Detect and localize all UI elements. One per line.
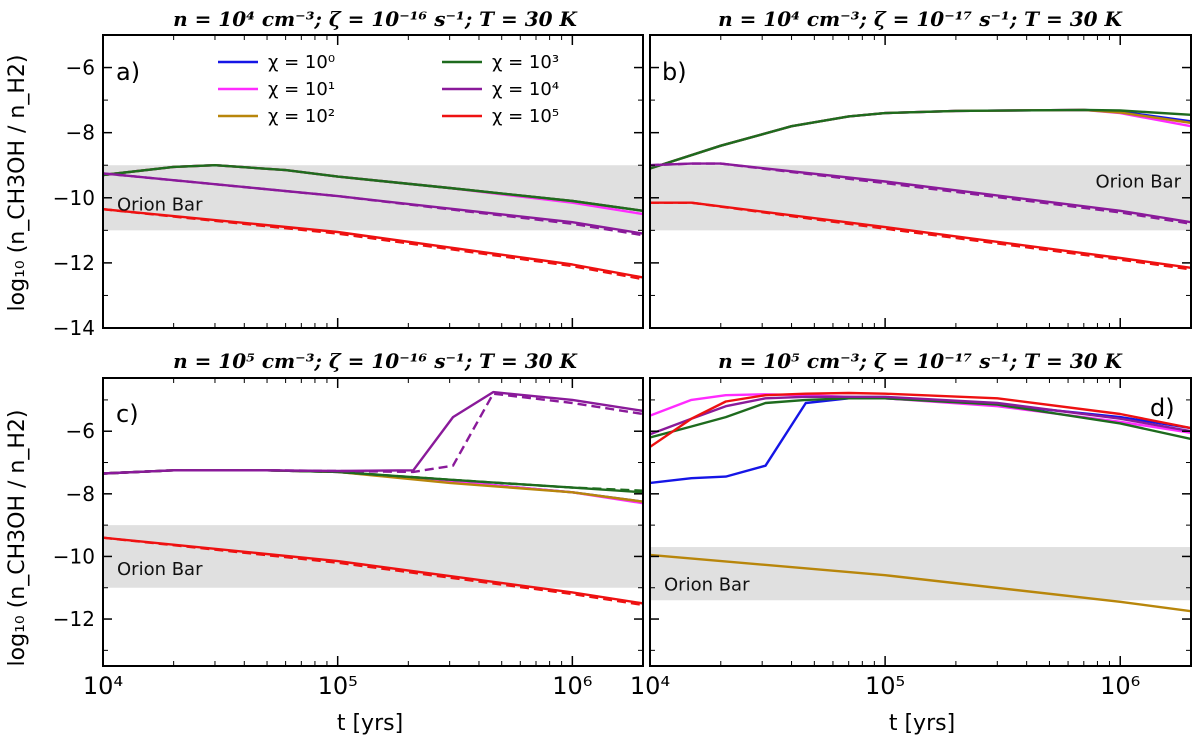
series-line-2 [650,553,1191,613]
y-tick-label: −12 [53,251,95,275]
panel-c-xlabel: t [yrs] [337,711,403,736]
series-line-3 [650,397,1191,441]
orion-bar-band [650,165,1191,231]
y-tick-label: −8 [66,121,95,145]
panel-c: n = 10⁵ cm⁻³; ζ = 10⁻¹⁶ s⁻¹; T = 30 K c)… [116,349,579,736]
band-label: Orion Bar [117,559,203,580]
orion-bar-band [103,525,643,588]
y-tick-label: −14 [53,316,95,340]
x-tick-label: 10⁴ [630,672,670,700]
series-line-5 [650,162,1191,225]
legend-label: χ = 10⁰ [268,52,335,73]
panel-b: n = 10⁴ cm⁻³; ζ = 10⁻¹⁷ s⁻¹; T = 30 K b) [662,7,1124,86]
y-tick-label: −10 [53,544,95,568]
legend-label: χ = 10¹ [268,79,335,100]
panel-c-ylabel: log₁₀ (n_CH3OH / n_H2) [5,410,30,667]
legend-label: χ = 10³ [492,52,559,73]
series-line-7 [103,208,643,281]
legend: χ = 10⁰ χ = 10³ χ = 10¹ χ = 10⁴ χ = 10² χ = 1… [218,52,559,127]
series-line-4 [650,395,1191,436]
series-line-6 [103,392,643,475]
panel-d-title: n = 10⁵ cm⁻³; ζ = 10⁻¹⁷ s⁻¹; T = 30 K [718,349,1123,373]
band-label: Orion Bar [1096,172,1182,193]
legend-label: χ = 10² [268,106,335,127]
series-line-3 [103,163,643,212]
band-label: Orion Bar [664,575,750,596]
panel-a-plot: Orion Bar −6 −8 −10 −12 −14 [53,34,644,340]
series-line-0 [650,108,1191,170]
series-line-8 [103,536,643,607]
legend-label: χ = 10⁴ [492,79,559,100]
panel-a-ylabel: log₁₀ (n_CH3OH / n_H2) [5,55,30,312]
panel-d: n = 10⁵ cm⁻³; ζ = 10⁻¹⁷ s⁻¹; T = 30 K d)… [718,349,1175,736]
x-tick-label: 10⁵ [318,672,358,700]
series-line-2 [650,108,1191,170]
panel-d-label: d) [1150,394,1175,422]
panel-d-plot: Orion Bar 10⁴ 10⁵ 10⁶ [630,377,1192,700]
panel-b-label: b) [662,58,687,86]
panel-c-plot: Orion Bar −6 −8 −10 −12 10⁴ 10⁵ 10⁶ [53,377,644,700]
series-line-6 [650,201,1191,269]
x-tick-label: 10⁵ [865,672,905,700]
panel-b-title: n = 10⁴ cm⁻³; ζ = 10⁻¹⁷ s⁻¹; T = 30 K [718,7,1123,31]
axes-frame [649,34,1192,329]
panel-c-label: c) [116,400,139,428]
y-tick-label: −12 [53,607,95,631]
axes-frame [102,34,644,329]
y-tick-label: −10 [53,186,95,210]
series-line-1 [650,108,1191,170]
panel-a-label: a) [116,58,140,86]
axes-frame [102,377,644,667]
band-label: Orion Bar [117,194,203,215]
x-tick-label: 10⁶ [552,672,592,700]
series-line-3 [650,108,1191,170]
panel-a-title: n = 10⁴ cm⁻³; ζ = 10⁻¹⁶ s⁻¹; T = 30 K [173,7,578,31]
series-line-0 [650,397,1191,485]
panel-c-title: n = 10⁵ cm⁻³; ζ = 10⁻¹⁶ s⁻¹; T = 30 K [173,349,578,373]
axes-frame [649,377,1192,667]
series-line-5 [650,391,1191,448]
x-tick-label: 10⁴ [83,672,123,700]
panel-a: n = 10⁴ cm⁻³; ζ = 10⁻¹⁶ s⁻¹; T = 30 K a) [116,7,579,86]
series-line-5 [103,172,643,237]
series-line-7 [650,201,1191,271]
y-tick-label: −6 [66,419,95,443]
x-tick-label: 10⁶ [1100,672,1140,700]
legend-label: χ = 10⁵ [492,106,559,127]
series-line-5 [103,390,643,475]
orion-bar-band [650,547,1191,601]
y-tick-label: −8 [66,482,95,506]
y-tick-label: −6 [66,56,95,80]
panel-b-plot: Orion Bar [649,34,1192,329]
panel-d-xlabel: t [yrs] [889,711,955,736]
